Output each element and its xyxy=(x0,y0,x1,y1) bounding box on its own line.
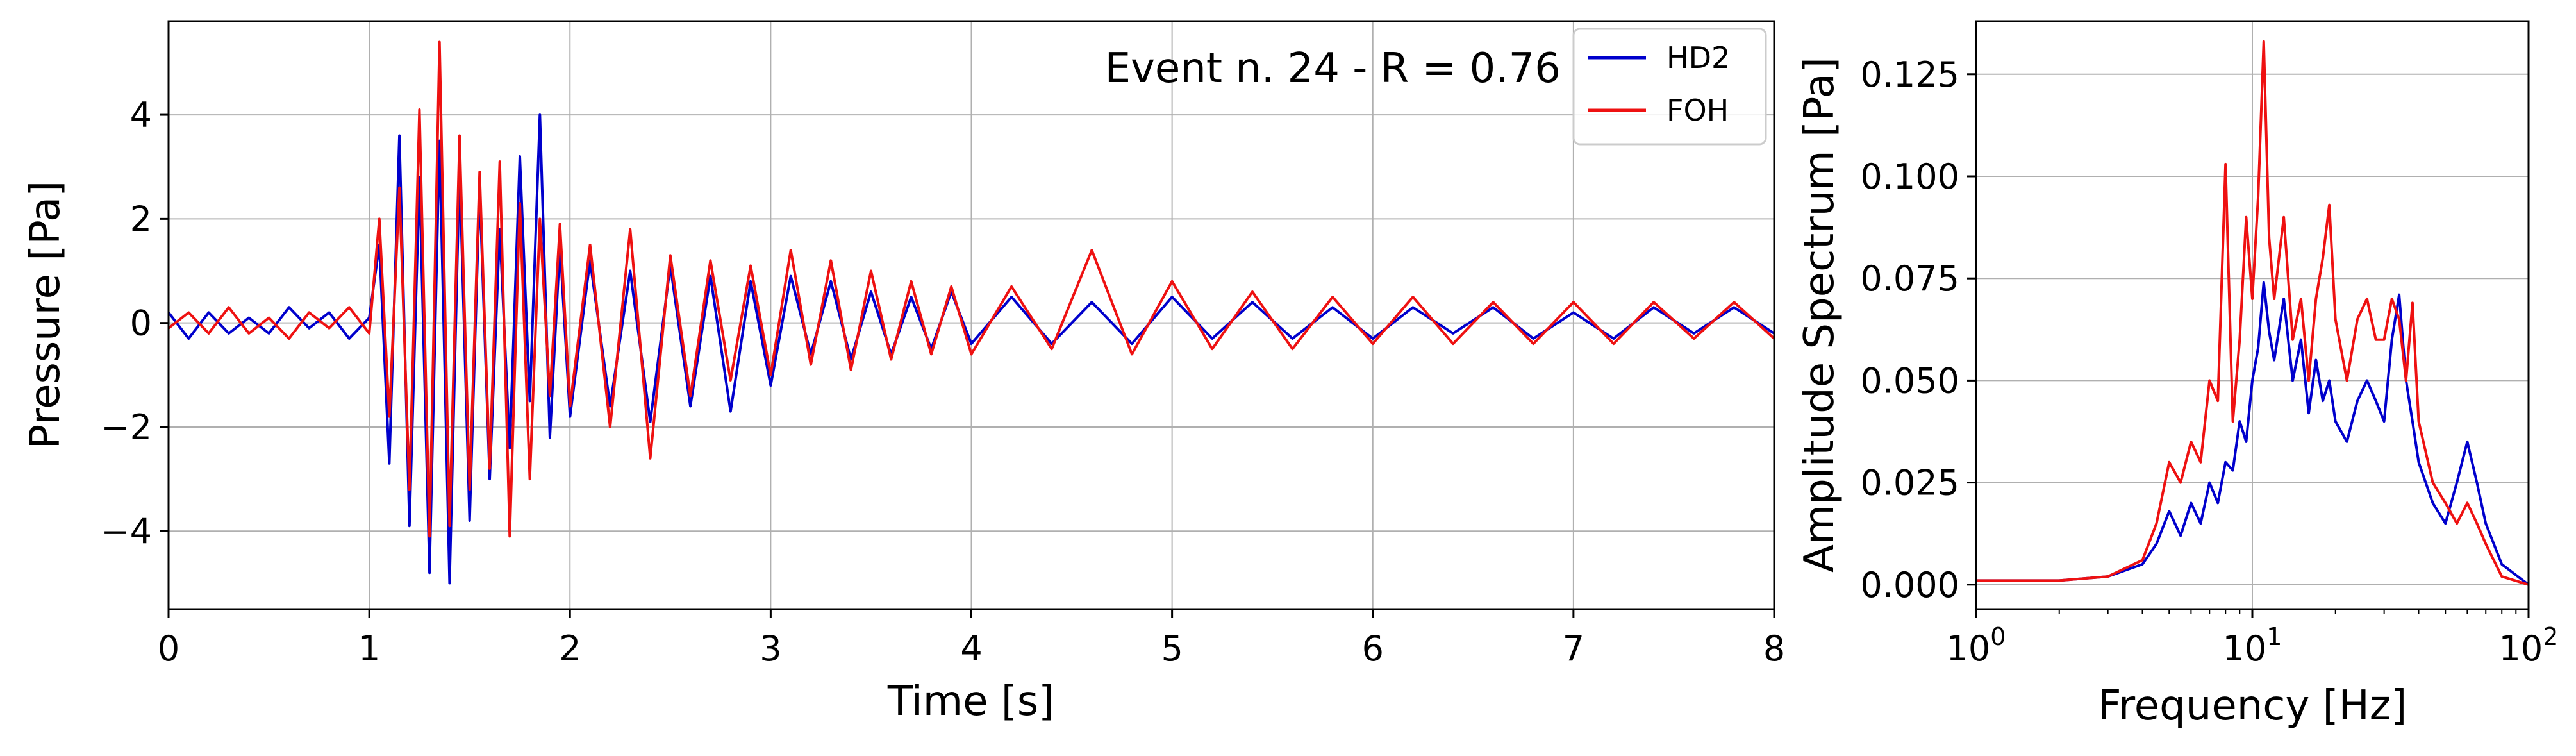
pressure-x-tick-label: 5 xyxy=(1161,628,1183,669)
spectrum-chart: 100 101 102 0.000 0.025 0.050 0.075 0.100 0.125… xyxy=(1796,20,2559,730)
pressure-y-axis-label: Pressure [Pa] xyxy=(22,181,69,449)
legend-hd2-label: HD2 xyxy=(1666,40,1730,75)
pressure-x-tick-label: 3 xyxy=(760,628,781,669)
spectrum-x-axis-label: Frequency [Hz] xyxy=(2098,682,2407,730)
pressure-y-tick-label: 0 xyxy=(130,303,152,344)
pressure-x-tick-label: 0 xyxy=(158,628,179,669)
pressure-x-tick-label: 2 xyxy=(559,628,581,669)
spectrum-y-tick-label: 0.125 xyxy=(1860,55,1959,95)
spectrum-y-ticks: 0.000 0.025 0.050 0.075 0.100 0.125 xyxy=(1860,55,1976,605)
pressure-x-tick-label: 4 xyxy=(960,628,982,669)
legend: HD2 FOH xyxy=(1572,28,1767,146)
pressure-y-tick-label: −4 xyxy=(101,511,152,551)
spectrum-y-axis-label: Amplitude Spectrum [Pa] xyxy=(1796,57,1843,573)
spectrum-x-ticks: 100 101 102 xyxy=(1947,609,2559,669)
spectrum-x-tick-label: 101 xyxy=(2223,623,2282,669)
spectrum-y-tick-label: 0.100 xyxy=(1860,156,1959,197)
spectrum-x-tick-label: 102 xyxy=(2499,623,2559,669)
spectrum-x-tick-label: 100 xyxy=(1947,623,2006,669)
legend-foh-label: FOH xyxy=(1666,93,1729,128)
spectrum-series-hd2 xyxy=(1976,281,2529,586)
pressure-x-tick-label: 6 xyxy=(1362,628,1384,669)
spectrum-y-tick-label: 0.000 xyxy=(1860,565,1959,605)
pressure-x-tick-label: 1 xyxy=(358,628,380,669)
pressure-x-ticks: 0 1 2 3 4 5 6 7 8 xyxy=(158,609,1785,669)
spectrum-series-foh xyxy=(1976,40,2529,586)
pressure-x-tick-label: 8 xyxy=(1763,628,1785,669)
spectrum-y-tick-label: 0.075 xyxy=(1860,258,1959,299)
pressure-series-foh xyxy=(169,40,1774,538)
pressure-time-chart: 0 1 2 3 4 5 6 7 8 −4 −2 0 2 4 Time [s] Pressure [Pa]… xyxy=(22,20,1785,725)
spectrum-y-tick-label: 0.050 xyxy=(1860,360,1959,401)
pressure-y-tick-label: −2 xyxy=(101,407,152,448)
event-annotation: Event n. 24 - R = 0.76 xyxy=(1105,45,1561,92)
pressure-y-tick-label: 4 xyxy=(130,95,152,135)
pressure-x-axis-label: Time [s] xyxy=(887,678,1054,725)
pressure-y-ticks: −4 −2 0 2 4 xyxy=(101,95,169,551)
pressure-series-group xyxy=(169,40,1774,585)
pressure-x-tick-label: 7 xyxy=(1563,628,1584,669)
pressure-y-tick-label: 2 xyxy=(130,199,152,239)
spectrum-y-tick-label: 0.025 xyxy=(1860,463,1959,503)
spectrum-series-group xyxy=(1976,40,2529,586)
